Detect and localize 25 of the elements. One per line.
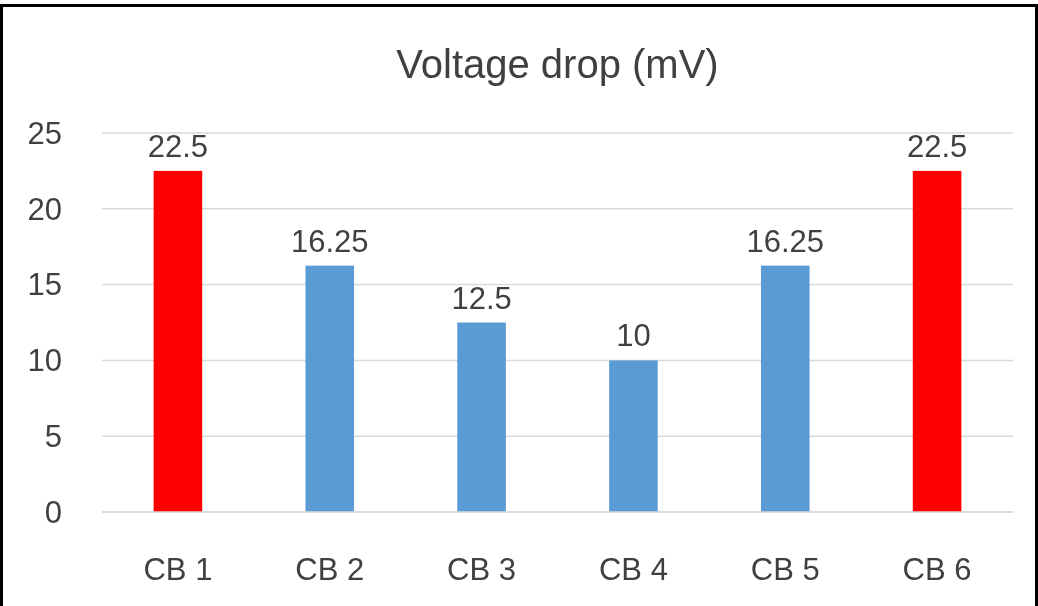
y-tick-label: 25	[27, 115, 62, 151]
y-tick-label: 5	[44, 419, 62, 455]
x-tick-label: CB 3	[447, 552, 517, 587]
y-tick-label: 0	[44, 494, 62, 530]
bar	[609, 360, 658, 512]
y-tick-label: 20	[27, 191, 62, 227]
bar	[153, 170, 203, 512]
bar	[457, 322, 506, 512]
x-tick-label: CB 5	[750, 552, 820, 587]
y-tick-label: 15	[27, 267, 62, 303]
data-label: 22.5	[906, 128, 968, 164]
x-tick-label: CB 2	[295, 552, 365, 587]
x-tick-label: CB 1	[143, 552, 213, 587]
bar	[305, 265, 355, 512]
y-tick-label: 10	[27, 343, 62, 379]
data-label: 16.25	[746, 223, 825, 259]
data-label: 22.5	[147, 128, 209, 164]
x-tick-label: CB 6	[902, 552, 972, 587]
chart-title: Voltage drop (mV)	[396, 42, 719, 86]
bar	[760, 265, 810, 512]
bar	[912, 170, 962, 512]
data-label: 12.5	[451, 280, 512, 316]
x-tick-label: CB 4	[598, 552, 668, 587]
data-label: 16.25	[290, 223, 369, 259]
data-label: 10	[616, 318, 651, 354]
